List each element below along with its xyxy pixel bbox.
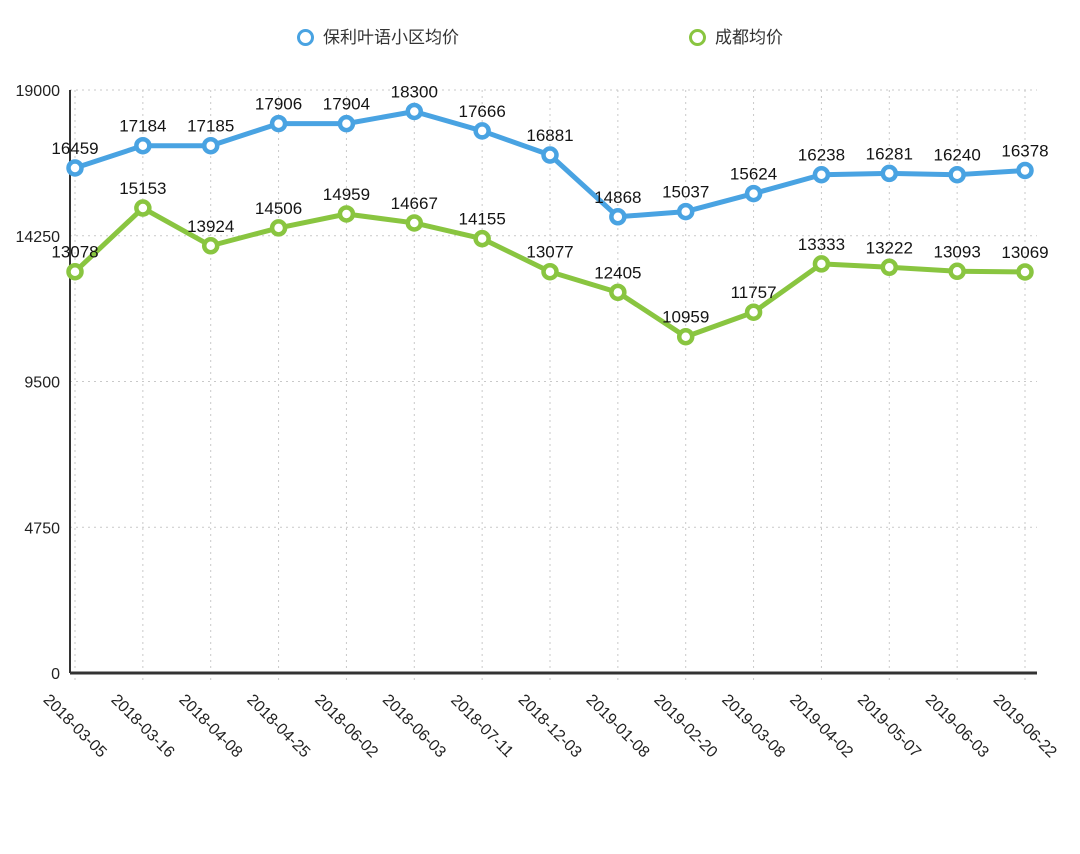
poly-yeyu-data-point-marker[interactable] [812,165,831,184]
data-label: 14868 [594,188,641,207]
x-axis-label: 2019-02-20 [650,691,720,761]
legend-marker-icon [689,28,706,46]
data-label: 14506 [255,199,302,218]
data-label: 11757 [731,283,777,302]
chengdu-avg-data-point-marker[interactable] [405,214,424,232]
data-label: 16881 [526,126,573,145]
data-label: 15624 [730,165,777,184]
data-label: 16238 [798,146,845,165]
x-axis-label: 2019-06-22 [990,691,1060,761]
y-axis-label: 4750 [24,520,60,537]
x-axis-label: 2018-06-02 [311,691,381,761]
chengdu-avg-data-point-marker[interactable] [66,262,84,281]
chengdu-avg-data-point-marker[interactable] [744,303,763,321]
y-axis-label: 14250 [16,229,61,246]
chengdu-avg-data-point-marker[interactable] [676,327,695,346]
data-label: 14667 [391,194,438,213]
data-label: 17666 [459,102,506,121]
poly-yeyu-data-point-marker[interactable] [337,114,356,133]
x-axis-label: 2019-01-08 [583,691,653,761]
x-axis-label: 2019-03-08 [718,691,788,761]
data-label: 17904 [323,95,370,114]
poly-yeyu-data-point-marker[interactable] [66,159,84,177]
poly-yeyu-data-point-marker[interactable] [609,208,627,226]
x-axis-label: 2018-06-03 [379,691,449,761]
x-axis-label: 2018-07-11 [447,692,516,761]
chengdu-avg-data-point-marker[interactable] [880,258,899,277]
poly-yeyu-data-point-marker[interactable] [134,136,152,155]
poly-yeyu-data-point-marker[interactable] [1016,161,1034,180]
data-label: 15037 [662,183,709,202]
x-axis-label: 2018-03-05 [40,691,110,761]
data-label: 13077 [526,243,573,262]
chart-legend: 保利叶语小区均价 成都均价 [0,24,1080,50]
data-label: 16240 [934,146,981,165]
poly-yeyu-data-point-marker[interactable] [269,114,288,133]
chengdu-avg-data-point-marker[interactable] [948,262,966,281]
data-label: 18300 [391,82,438,101]
data-label: 13333 [798,235,845,254]
chengdu-avg-data-point-marker[interactable] [609,283,627,302]
data-label: 14155 [459,210,506,229]
legend-label: 成都均价 [715,27,783,47]
chengdu-avg-data-point-marker[interactable] [473,229,491,248]
data-label: 13222 [866,238,913,257]
data-label: 10959 [662,308,709,327]
y-axis-label: 9500 [24,375,60,392]
x-axis-label: 2019-04-02 [786,691,856,761]
data-label: 13093 [934,242,981,261]
x-axis-label: 2019-06-03 [922,691,992,761]
chengdu-avg-data-point-marker[interactable] [201,237,220,255]
poly-yeyu-data-point-marker[interactable] [676,202,695,221]
x-axis-label: 2019-05-07 [854,691,924,761]
chengdu-avg-data-point-marker[interactable] [812,255,831,273]
data-label: 16378 [1001,141,1048,160]
x-axis-label: 2018-04-25 [243,691,313,761]
poly-yeyu-data-point-marker[interactable] [201,136,220,155]
y-axis-label: 0 [51,666,60,683]
data-label: 17184 [119,117,166,136]
data-label: 13069 [1001,243,1048,262]
chengdu-avg-data-point-marker[interactable] [541,262,559,281]
chengdu-avg-data-point-marker[interactable] [337,205,356,223]
x-axis-label: 2018-12-03 [515,691,585,761]
legend-label: 保利叶语小区均价 [323,27,459,47]
data-label: 16281 [866,144,913,163]
legend-item-chengdu-avg[interactable]: 成都均价 [689,27,783,47]
y-axis-label: 19000 [16,83,61,100]
data-label: 12405 [594,263,641,282]
chengdu-avg-data-point-marker[interactable] [1016,263,1034,281]
data-label: 16459 [51,139,98,158]
chengdu-avg-data-point-marker[interactable] [269,219,288,237]
poly-yeyu-data-point-marker[interactable] [948,165,966,184]
data-label: 15153 [119,179,166,198]
legend-marker-icon [297,28,314,46]
poly-yeyu-data-point-marker[interactable] [880,164,899,183]
poly-yeyu-data-point-marker[interactable] [405,102,424,121]
data-label: 17185 [187,117,234,136]
x-axis-label: 2018-03-16 [108,691,178,761]
chengdu-avg-data-point-marker[interactable] [134,199,152,217]
data-label: 13924 [187,217,234,236]
poly-yeyu-data-point-marker[interactable] [541,146,559,164]
data-label: 17906 [255,95,302,114]
data-label: 14959 [323,185,370,204]
data-label: 13078 [51,243,98,262]
x-axis-label: 2018-04-08 [175,691,245,761]
legend-item-poly-yeyu[interactable]: 保利叶语小区均价 [297,27,459,47]
poly-yeyu-data-point-marker[interactable] [744,184,763,203]
poly-yeyu-data-point-marker[interactable] [473,122,491,140]
